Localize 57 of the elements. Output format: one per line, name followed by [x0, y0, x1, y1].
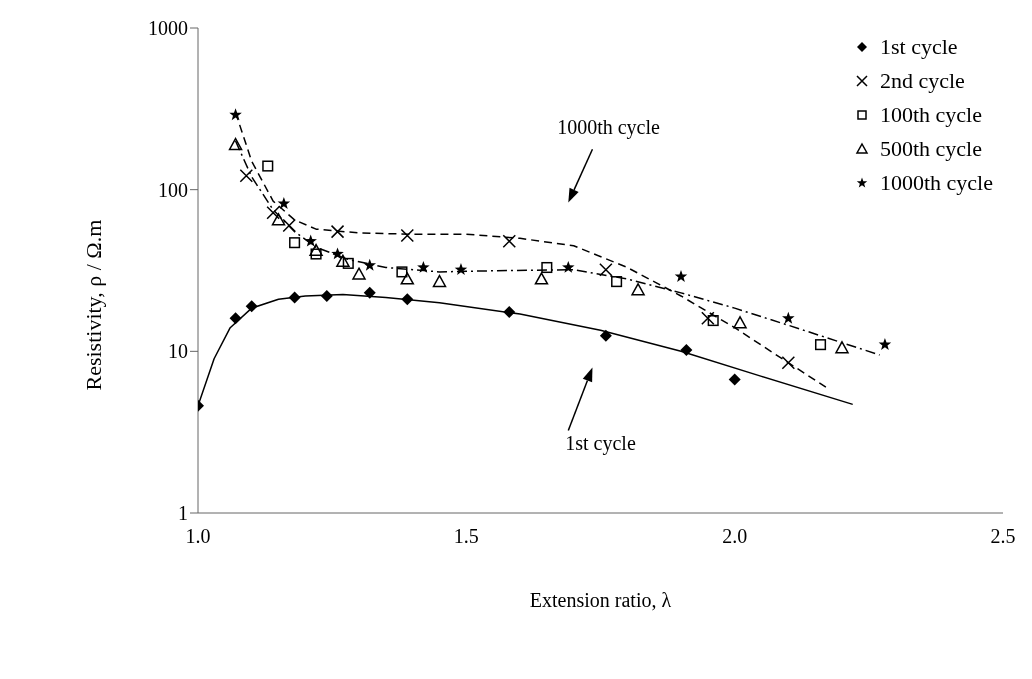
- legend-label: 1000th cycle: [879, 169, 993, 197]
- point: [733, 316, 747, 329]
- y-tick-label: 100: [158, 178, 188, 201]
- x-tick-label: 2.0: [722, 525, 748, 548]
- point: [534, 272, 549, 285]
- point: [707, 315, 719, 327]
- point: [502, 234, 517, 248]
- y-tick-label: 1000: [148, 17, 188, 40]
- y-axis-title: Resistivity, ρ / Ω.m: [80, 219, 106, 391]
- point: [417, 260, 430, 273]
- point: [342, 257, 354, 269]
- point: [336, 254, 350, 267]
- point: [400, 272, 415, 285]
- point: [396, 266, 408, 278]
- point: [541, 261, 553, 274]
- point: [599, 329, 612, 342]
- point: [277, 197, 291, 209]
- point: [701, 311, 715, 326]
- x-axis-title: Extension ratio, λ: [529, 589, 672, 612]
- point: [330, 224, 345, 239]
- point: [835, 341, 849, 354]
- x-tick-label: 1.5: [453, 525, 479, 548]
- point: [400, 228, 415, 243]
- annotation: 1st cycle: [565, 431, 636, 455]
- point: [266, 205, 280, 220]
- y-tick-label: 1: [178, 502, 188, 525]
- point: [352, 267, 366, 280]
- point: [611, 276, 623, 288]
- point: [228, 137, 243, 151]
- point: [309, 243, 323, 257]
- point: [239, 168, 254, 183]
- point: [878, 338, 892, 350]
- point: [432, 274, 447, 288]
- y-tick-label: 10: [168, 340, 188, 363]
- point: [363, 286, 376, 299]
- legend-label: 1st cycle: [879, 33, 958, 61]
- legend-label: 500th cycle: [879, 135, 982, 163]
- point: [782, 311, 795, 324]
- point: [674, 269, 688, 282]
- annotation: 1000th cycle: [557, 116, 661, 140]
- point: [363, 258, 377, 271]
- point: [271, 213, 286, 226]
- point: [282, 218, 296, 233]
- point: [631, 283, 645, 296]
- point: [562, 260, 575, 273]
- x-tick-label: 2.5: [990, 525, 1016, 548]
- point: [331, 247, 344, 260]
- point: [728, 373, 741, 386]
- legend-label: 100th cycle: [879, 101, 982, 129]
- legend-label: 2nd cycle: [879, 67, 965, 95]
- point: [599, 262, 613, 277]
- point: [814, 339, 827, 351]
- point: [781, 355, 796, 370]
- x-tick-label: 1.0: [185, 525, 211, 548]
- point: [262, 160, 274, 172]
- point: [289, 237, 301, 249]
- point: [310, 248, 322, 260]
